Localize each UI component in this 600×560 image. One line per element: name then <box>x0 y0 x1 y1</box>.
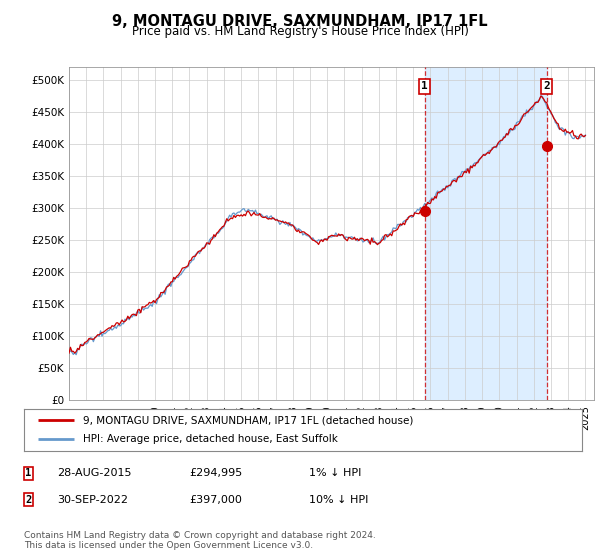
Text: £397,000: £397,000 <box>189 494 242 505</box>
Text: 9, MONTAGU DRIVE, SAXMUNDHAM, IP17 1FL (detached house): 9, MONTAGU DRIVE, SAXMUNDHAM, IP17 1FL (… <box>83 415 413 425</box>
Text: 1% ↓ HPI: 1% ↓ HPI <box>309 468 361 478</box>
Text: 2: 2 <box>25 494 31 505</box>
Text: 9, MONTAGU DRIVE, SAXMUNDHAM, IP17 1FL: 9, MONTAGU DRIVE, SAXMUNDHAM, IP17 1FL <box>112 14 488 29</box>
Text: 1: 1 <box>25 468 31 478</box>
Text: 28-AUG-2015: 28-AUG-2015 <box>57 468 131 478</box>
Text: HPI: Average price, detached house, East Suffolk: HPI: Average price, detached house, East… <box>83 435 337 445</box>
Bar <box>425 67 547 400</box>
Text: 2: 2 <box>543 81 550 91</box>
Text: Price paid vs. HM Land Registry's House Price Index (HPI): Price paid vs. HM Land Registry's House … <box>131 25 469 38</box>
Text: £294,995: £294,995 <box>189 468 242 478</box>
Text: 30-SEP-2022: 30-SEP-2022 <box>57 494 128 505</box>
Text: 10% ↓ HPI: 10% ↓ HPI <box>309 494 368 505</box>
Text: Contains HM Land Registry data © Crown copyright and database right 2024.
This d: Contains HM Land Registry data © Crown c… <box>24 531 376 550</box>
Text: 1: 1 <box>421 81 428 91</box>
